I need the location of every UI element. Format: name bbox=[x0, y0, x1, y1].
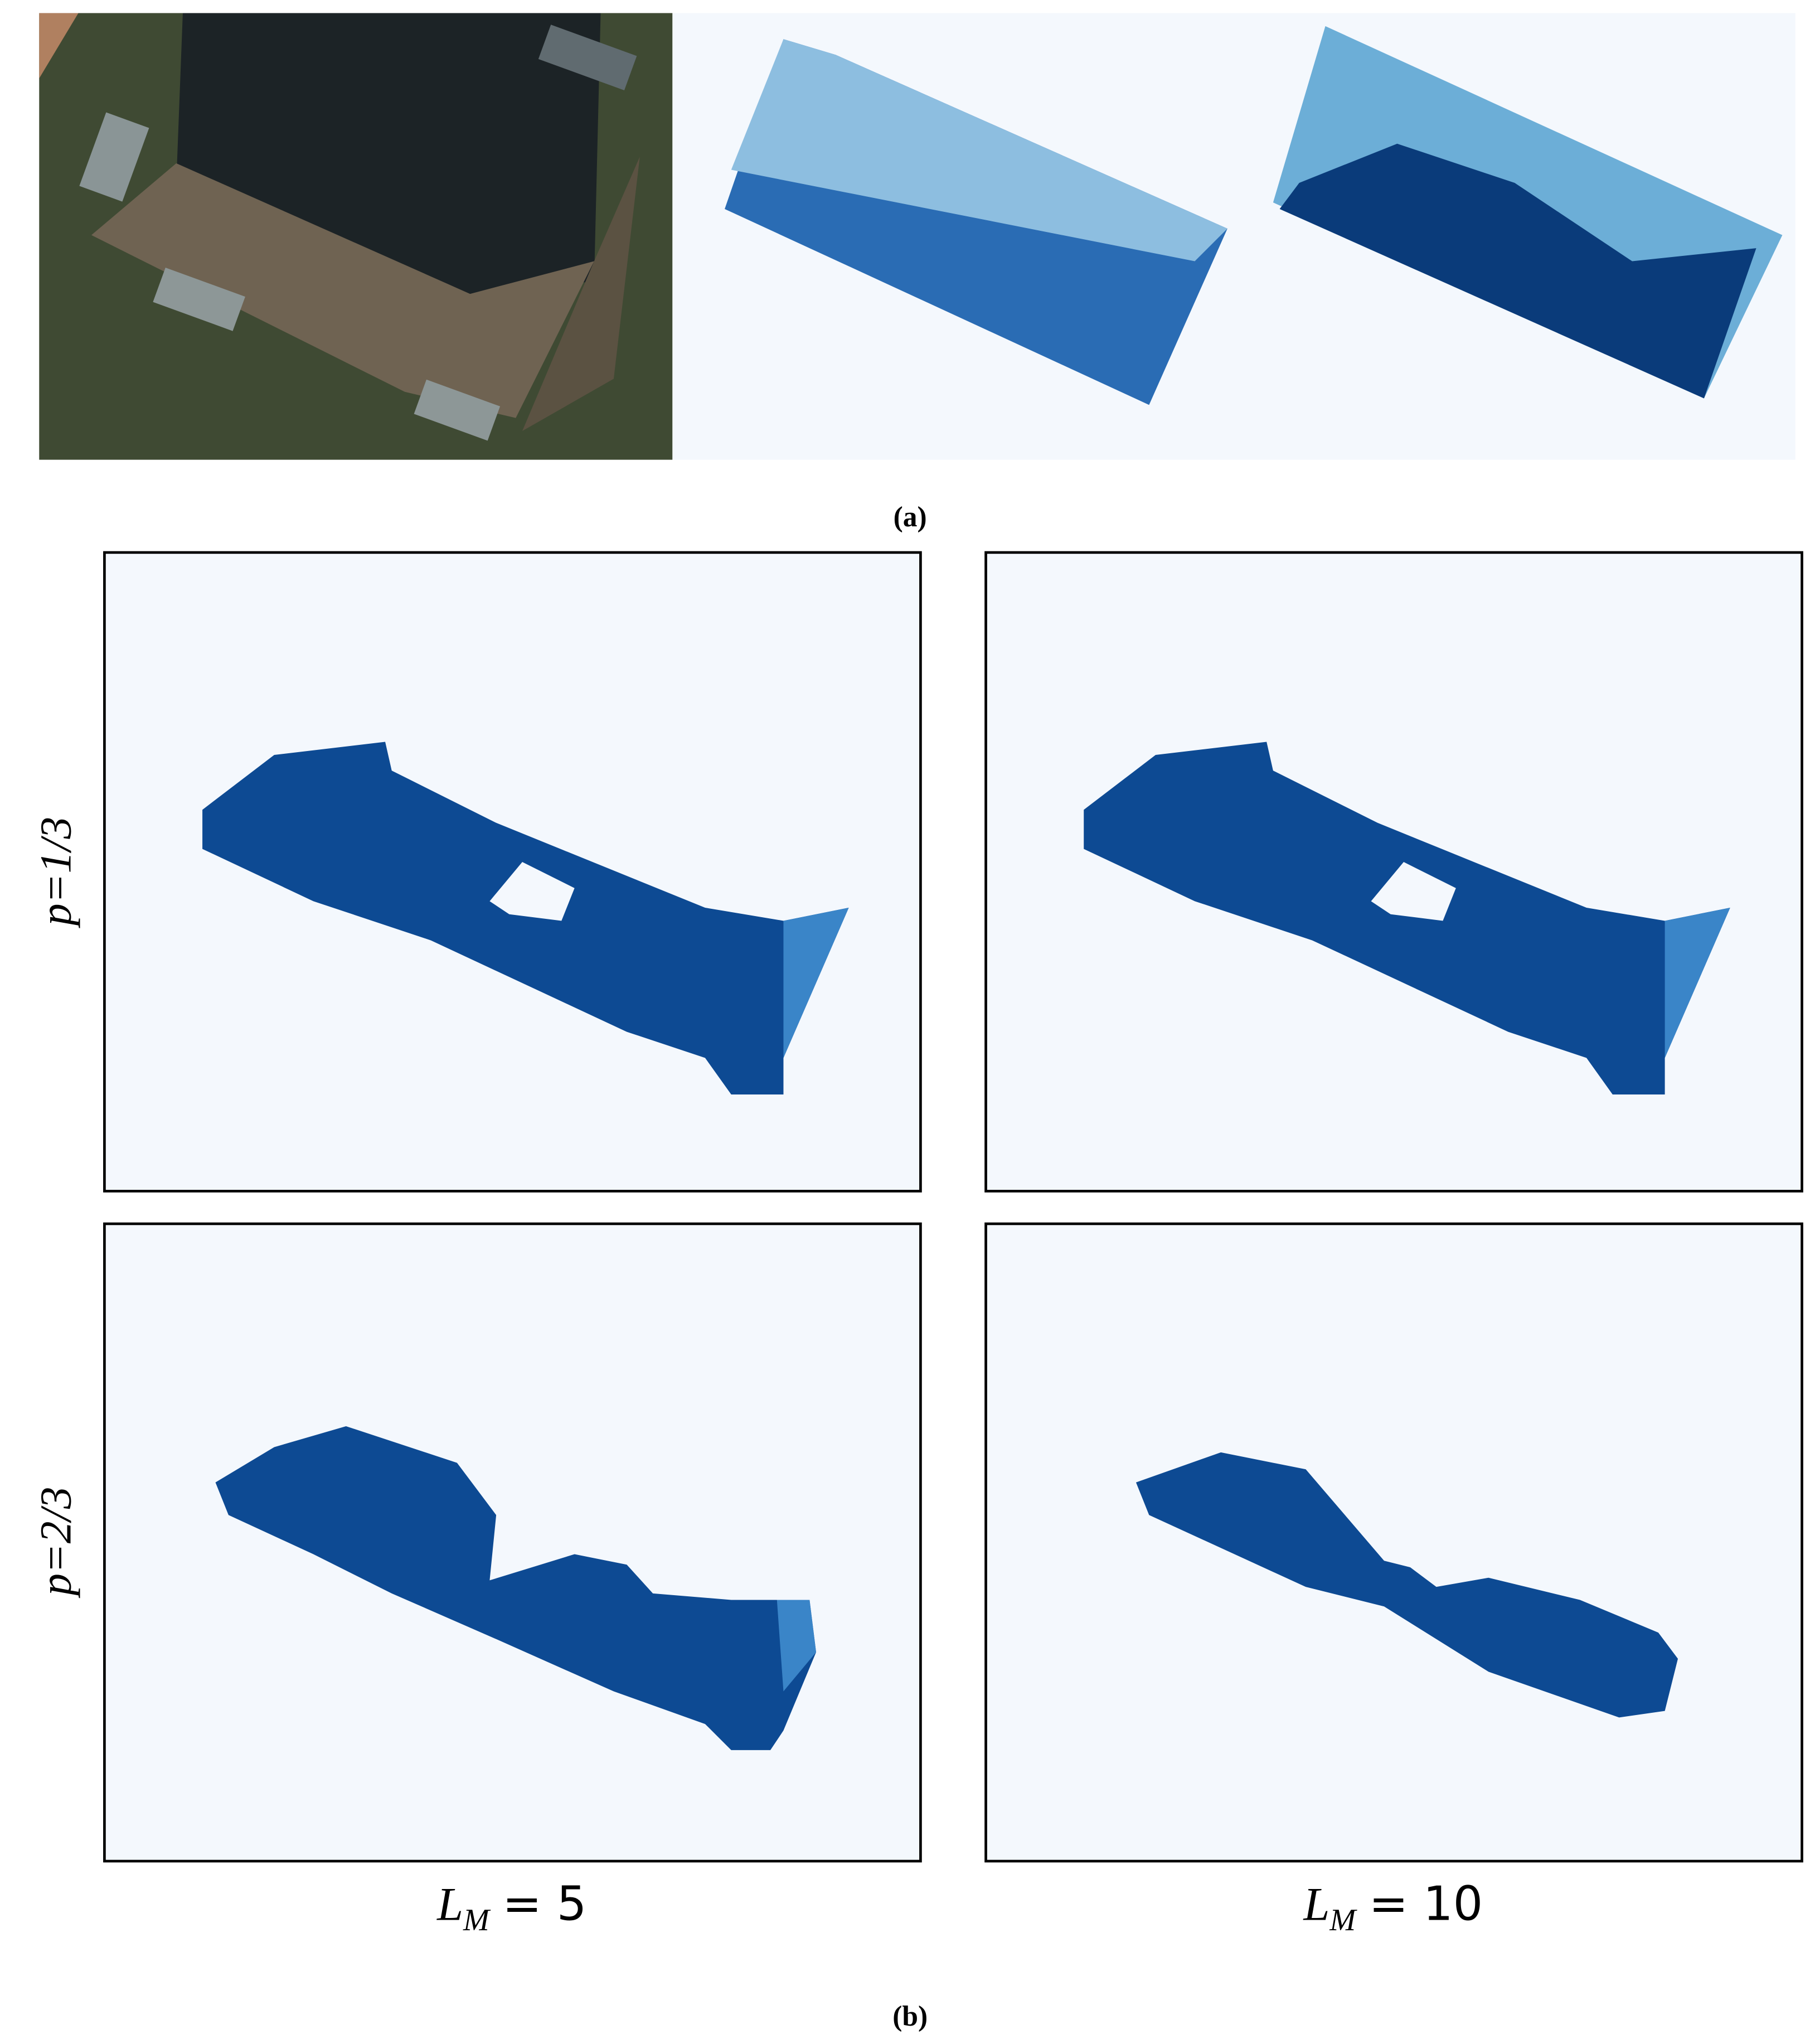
mask bbox=[202, 742, 849, 1095]
result-masks bbox=[202, 742, 1730, 1750]
mask-hole bbox=[1371, 862, 1456, 921]
mask-edge bbox=[1664, 908, 1730, 1058]
panel-label: (b) bbox=[892, 2001, 928, 2032]
mask bbox=[215, 1426, 817, 1750]
result-panel bbox=[984, 1222, 1803, 1863]
mask bbox=[1084, 742, 1730, 1095]
row-label: p=1/3 bbox=[31, 817, 80, 928]
mask bbox=[1135, 1452, 1678, 1718]
result-panel bbox=[103, 1222, 922, 1863]
aerial-photo bbox=[39, 13, 673, 460]
mask-holes bbox=[489, 862, 1456, 921]
column-label: LM = 5 bbox=[436, 1876, 586, 1938]
mask-hole bbox=[489, 862, 575, 921]
attention-map-top bbox=[731, 39, 1227, 261]
row-label: p=2/3 bbox=[31, 1486, 80, 1598]
panel-label: (a) bbox=[894, 501, 927, 533]
segmentation-map-region bbox=[1279, 143, 1756, 399]
column-label: LM = 10 bbox=[1303, 1876, 1483, 1938]
mask-edge bbox=[777, 1600, 817, 1692]
